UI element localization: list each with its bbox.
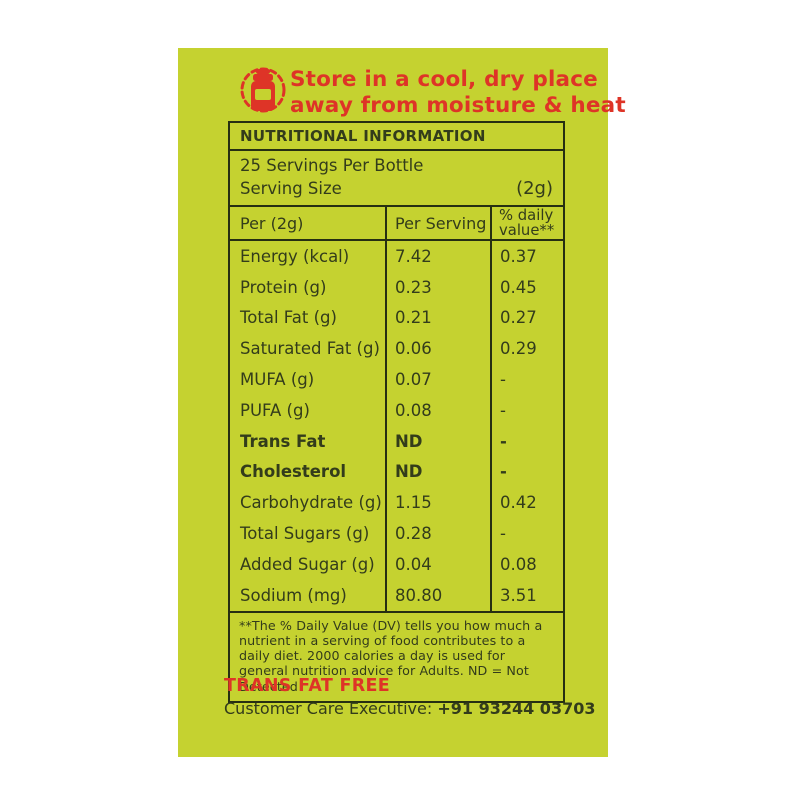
table-title: NUTRITIONAL INFORMATION <box>230 123 563 151</box>
table-row: Trans Fat ND - <box>230 425 563 457</box>
cell-per-serving: 0.28 <box>385 518 490 549</box>
table-row: PUFA (g) 0.08- <box>230 394 563 426</box>
storage-line-1: Store in a cool, dry place <box>290 67 598 92</box>
cell-nutrient: Carbohydrate (g) <box>240 493 382 513</box>
cell-per-serving: ND <box>385 456 490 488</box>
column-header-per-serving: Per Serving <box>385 207 490 239</box>
storage-line-2: away from moisture & heat <box>290 93 626 119</box>
jar-icon <box>240 67 286 113</box>
cell-daily-value: - <box>490 456 563 488</box>
table-row: MUFA (g) 0.07- <box>230 364 563 395</box>
cell-nutrient: Total Sugars (g) <box>240 524 370 544</box>
cell-per-serving: 0.21 <box>385 302 490 334</box>
cell-nutrient: Sodium (mg) <box>240 585 347 605</box>
table-row: Saturated Fat (g) 0.06 0.29 <box>230 333 563 365</box>
cell-per-serving: 0.07 <box>385 364 490 395</box>
cell-nutrient: Protein (g) <box>240 277 327 297</box>
cell-daily-value: - <box>490 364 563 395</box>
cell-nutrient: PUFA (g) <box>240 400 310 420</box>
table-row: Carbohydrate (g) 1.15 0.42 <box>230 487 563 519</box>
customer-care-line: Customer Care Executive: +91 93244 03703 <box>224 699 595 718</box>
cell-per-serving: 7.42 <box>385 241 490 272</box>
footnote: **The % Daily Value (DV) tells you how m… <box>230 610 563 701</box>
customer-care-number: +91 93244 03703 <box>437 699 596 718</box>
column-header-row: Per (2g) Per Serving % daily value** <box>230 207 563 241</box>
cell-daily-value: 0.29 <box>490 333 563 365</box>
cell-per-serving: 0.08 <box>385 394 490 426</box>
serving-size-value: (2g) <box>516 178 553 199</box>
cell-daily-value: 0.42 <box>490 487 563 519</box>
cell-per-serving: ND <box>385 425 490 457</box>
cell-nutrient: Energy (kcal) <box>240 246 350 266</box>
cell-daily-value: 0.08 <box>490 548 563 580</box>
cell-nutrient: Saturated Fat (g) <box>240 339 380 359</box>
trans-fat-free-text: TRANS FAT FREE <box>224 676 390 696</box>
table-row: Cholesterol ND - <box>230 456 563 488</box>
column-header-daily-value: % daily value** <box>490 207 563 239</box>
cell-daily-value: 0.27 <box>490 302 563 334</box>
table-body: Energy (kcal) 7.42 0.37 Protein (g) 0.23 0.45… <box>230 241 563 611</box>
cell-daily-value: - <box>490 425 563 457</box>
servings-per-bottle: 25 Servings Per Bottle <box>240 156 424 175</box>
table-row: Added Sugar (g) 0.04 0.08 <box>230 548 563 580</box>
cell-per-serving: 0.06 <box>385 333 490 365</box>
cell-per-serving: 1.15 <box>385 487 490 519</box>
column-header-per: Per (2g) <box>240 213 304 233</box>
cell-daily-value: - <box>490 394 563 426</box>
serving-size-label: Serving Size <box>240 179 342 198</box>
customer-care-label: Customer Care Executive: <box>224 699 433 718</box>
table-row: Sodium (mg) 80.80 3.51 <box>230 579 563 611</box>
cell-nutrient: Trans Fat <box>240 431 326 451</box>
table-row: Total Sugars (g) 0.28- <box>230 518 563 549</box>
table-row: Protein (g) 0.23 0.45 <box>230 271 563 303</box>
cell-per-serving: 80.80 <box>385 579 490 611</box>
cell-per-serving: 0.23 <box>385 271 490 303</box>
cell-nutrient: MUFA (g) <box>240 370 315 390</box>
label-panel: Store in a cool, dry place away from moi… <box>178 48 626 757</box>
table-row: Total Fat (g) 0.21 0.27 <box>230 302 563 334</box>
storage-notice: Store in a cool, dry place away from moi… <box>178 56 626 120</box>
cell-daily-value: - <box>490 518 563 549</box>
cell-nutrient: Cholesterol <box>240 462 347 482</box>
cell-per-serving: 0.04 <box>385 548 490 580</box>
nutrition-table: NUTRITIONAL INFORMATION 25 Servings Per … <box>228 121 565 703</box>
cell-nutrient: Added Sugar (g) <box>240 554 375 574</box>
cell-nutrient: Total Fat (g) <box>240 308 337 328</box>
table-row: Energy (kcal) 7.42 0.37 <box>230 241 563 272</box>
serving-section: 25 Servings Per Bottle Serving Size (2g) <box>230 151 563 207</box>
cell-daily-value: 0.45 <box>490 271 563 303</box>
cell-daily-value: 3.51 <box>490 579 563 611</box>
cell-daily-value: 0.37 <box>490 241 563 272</box>
